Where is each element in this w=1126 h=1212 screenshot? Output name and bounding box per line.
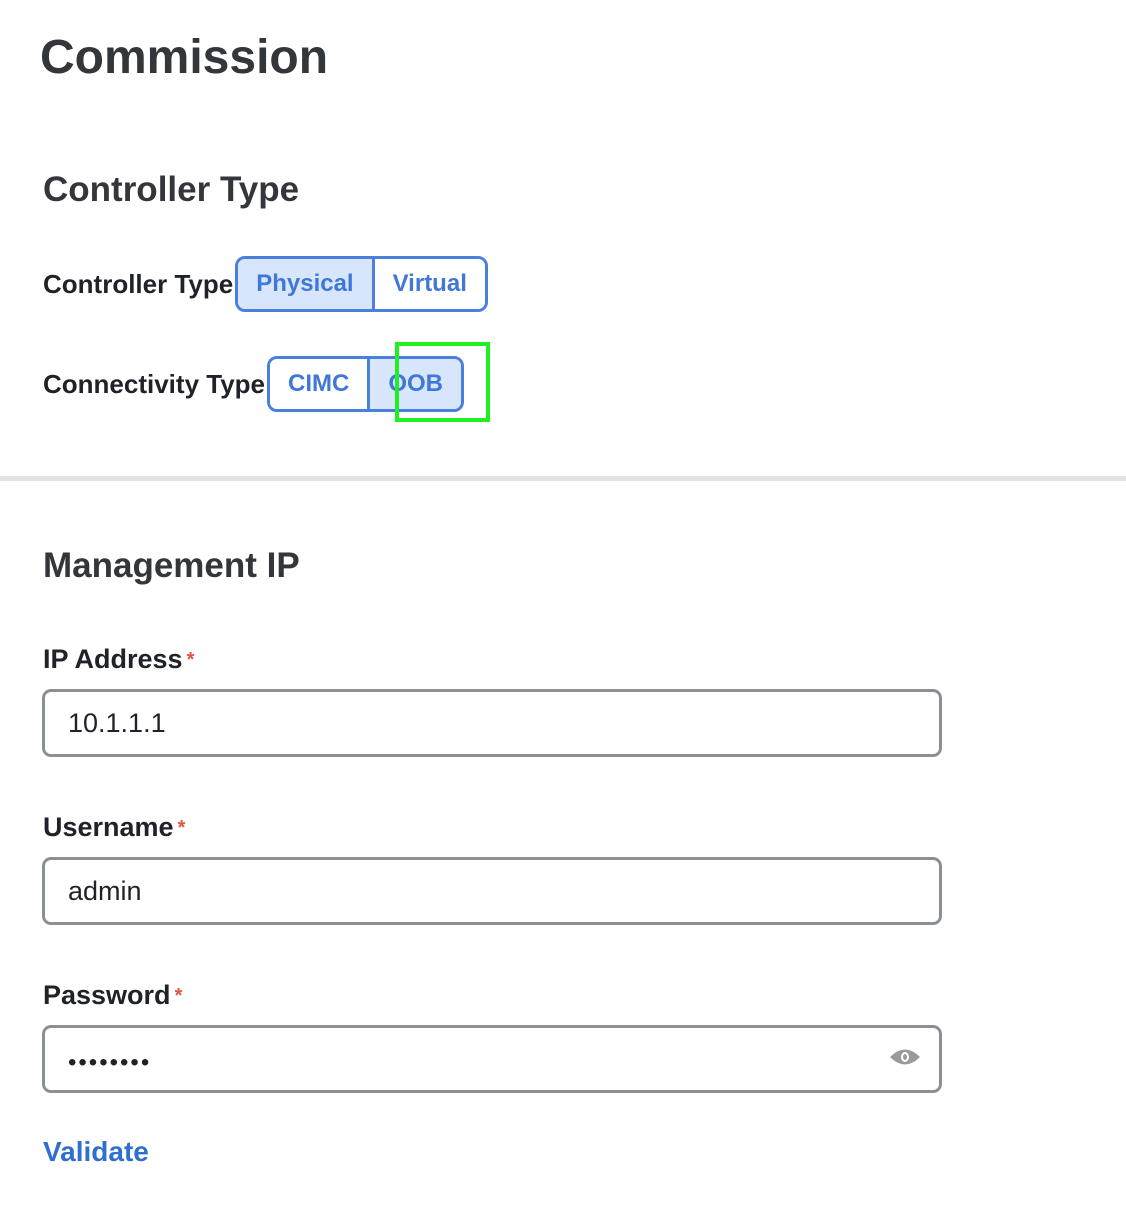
password-label: Password * (43, 980, 182, 1011)
cimc-option[interactable]: CIMC (270, 359, 368, 409)
required-mark: * (177, 817, 186, 839)
validate-link[interactable]: Validate (43, 1136, 149, 1167)
controller-type-toggle: Physical Virtual (235, 256, 488, 312)
username-input[interactable]: admin (42, 857, 942, 925)
page-title: Commission (40, 31, 329, 84)
section-divider (0, 476, 1126, 481)
password-label-text: Password (43, 980, 171, 1010)
required-mark: * (174, 985, 183, 1007)
ip-address-input[interactable]: 10.1.1.1 (42, 689, 942, 757)
connectivity-type-row: Connectivity Type CIMC OOB (43, 356, 465, 412)
ip-address-value: 10.1.1.1 (68, 707, 166, 738)
password-input[interactable]: •••••••• (42, 1025, 942, 1093)
controller-type-heading: Controller Type (43, 170, 300, 209)
ip-address-label: IP Address * (43, 644, 194, 675)
connectivity-type-toggle: CIMC OOB (267, 356, 465, 412)
controller-type-row: Controller Type Physical Virtual (43, 256, 488, 312)
controller-type-label: Controller Type (43, 268, 234, 299)
oob-option[interactable]: OOB (367, 359, 462, 409)
eye-icon[interactable] (889, 1046, 921, 1073)
management-ip-heading: Management IP (43, 546, 300, 585)
physical-option[interactable]: Physical (238, 259, 372, 309)
ip-address-label-text: IP Address (43, 644, 183, 674)
required-mark: * (186, 649, 195, 671)
virtual-option[interactable]: Virtual (371, 259, 485, 309)
username-label-text: Username (43, 812, 174, 842)
username-label: Username * (43, 812, 185, 843)
password-value: •••••••• (68, 1049, 152, 1076)
username-value: admin (68, 875, 142, 906)
connectivity-type-label: Connectivity Type (43, 368, 266, 399)
